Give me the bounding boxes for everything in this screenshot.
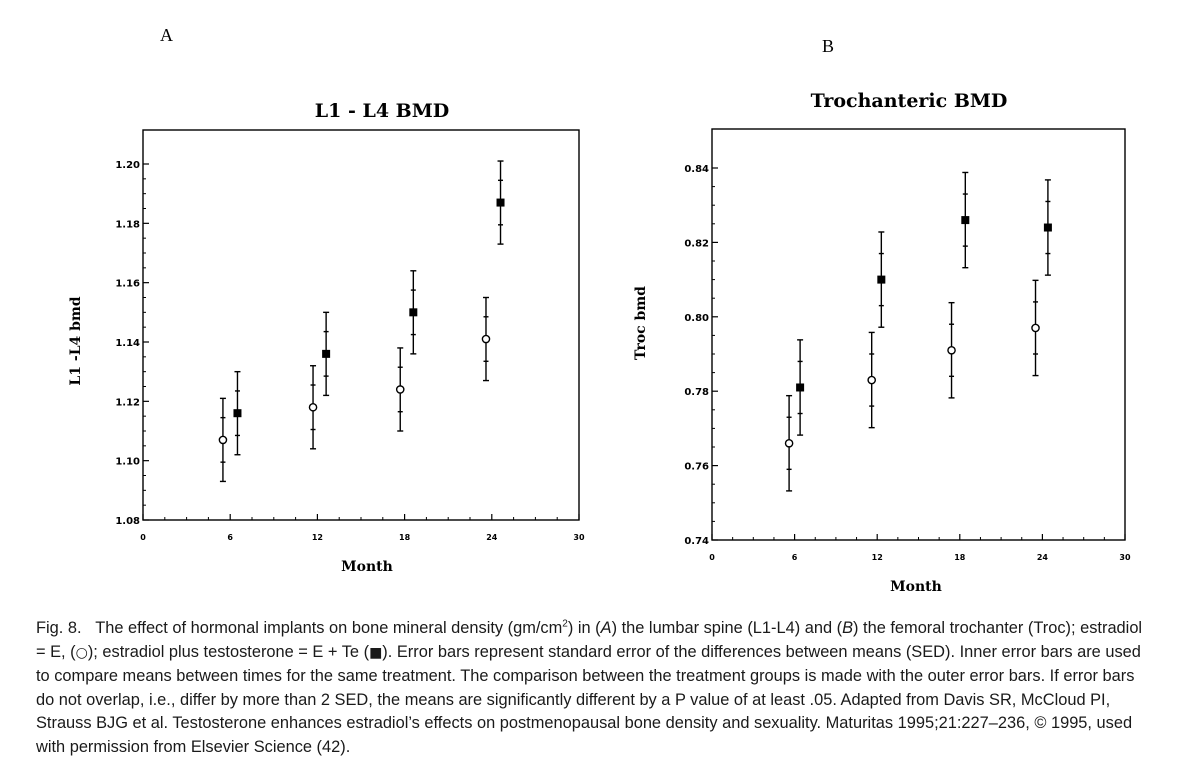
plot-frame-b	[711, 128, 1126, 541]
caption-superscript: 2	[562, 618, 568, 630]
panel-letter-b: B	[822, 36, 834, 56]
data-point-estradiol	[784, 438, 794, 448]
y-tick-label: 1.14	[115, 338, 140, 349]
data-point-estradiol	[218, 435, 228, 445]
chart-panel-a: A L1 - L4 BMD 0 6 12 18 24 30 1.08 1.10 1.12 1.14…	[68, 25, 585, 575]
y-tick-label: 1.18	[115, 219, 140, 230]
data-point-estradiol	[308, 402, 318, 412]
x-tick-label: 12	[312, 533, 323, 542]
caption-label: Fig. 8.	[36, 619, 82, 637]
y-tick-label: 1.12	[115, 397, 140, 408]
x-tick-label: 0	[709, 553, 715, 562]
data-point-estradiol-testosterone	[322, 349, 331, 358]
data-point-estradiol-testosterone	[796, 383, 805, 392]
x-tick-label: 12	[872, 553, 883, 562]
caption-panel-b-ref: B	[842, 619, 854, 637]
data-point-estradiol-testosterone	[409, 308, 418, 317]
plot-frame-a	[142, 129, 580, 521]
figure: A L1 - L4 BMD 0 6 12 18 24 30 1.08 1.10 1.12 1.14…	[68, 25, 1131, 595]
open-circle-symbol: ○	[75, 644, 88, 661]
chart-title-a: L1 - L4 BMD	[315, 100, 449, 122]
data-point-estradiol	[481, 334, 491, 344]
y-tick-label: 1.16	[115, 279, 140, 290]
x-axis-label-b: Month	[890, 579, 942, 595]
x-tick-label: 24	[486, 533, 498, 542]
x-axis-label-a: Month	[341, 559, 393, 575]
chart-title-b: Trochanteric BMD	[811, 90, 1008, 112]
y-tick-label: 0.80	[684, 313, 709, 324]
caption-text-3: ) the lumbar spine (L1-L4) and (	[611, 619, 843, 637]
data-point-estradiol	[867, 375, 876, 385]
caption-text-1: The effect of hormonal implants on bone …	[95, 619, 563, 637]
data-point-estradiol-testosterone	[1043, 223, 1052, 232]
y-tick-label: 0.78	[684, 387, 709, 398]
data-point-estradiol-testosterone	[877, 275, 886, 284]
data-point-estradiol-testosterone	[961, 216, 970, 225]
filled-square-symbol: ■	[369, 644, 383, 661]
x-tick-label: 6	[227, 533, 233, 542]
x-tick-label: 0	[140, 533, 146, 542]
x-tick-label: 30	[573, 533, 585, 542]
figure-caption: Fig. 8. The effect of hormonal implants …	[36, 617, 1156, 759]
y-tick-label: 1.08	[115, 516, 140, 527]
data-point-estradiol-testosterone	[496, 198, 505, 207]
caption-panel-a-ref: A	[600, 619, 612, 637]
chart-panel-b: B Trochanteric BMD 0 6 12 18 24 30 0.74 0.76 0.7…	[633, 36, 1131, 595]
y-tick-label: 0.84	[684, 164, 709, 175]
data-point-estradiol-testosterone	[233, 409, 242, 418]
caption-text-2: ) in (	[567, 619, 601, 637]
data-point-estradiol	[947, 345, 956, 355]
x-tick-label: 18	[954, 553, 966, 562]
y-tick-label: 1.10	[115, 457, 140, 468]
y-axis-label-b: Troc bmd	[633, 286, 649, 360]
y-tick-label: 1.20	[115, 160, 140, 171]
x-tick-label: 6	[792, 553, 798, 562]
y-tick-label: 0.82	[684, 238, 709, 249]
y-axis-label-a: L1 -L4 bmd	[68, 296, 84, 385]
caption-text-4: ) the femoral trochanter (Troc); estradi…	[36, 619, 1143, 661]
x-tick-label: 18	[399, 533, 411, 542]
y-tick-label: 0.76	[684, 462, 709, 473]
caption-text-6: ). Error bars represent standard error o…	[36, 642, 1141, 756]
caption-text-5: ); estradiol plus testosterone = E + Te …	[87, 642, 370, 661]
data-point-estradiol	[395, 385, 405, 394]
y-tick-label: 0.74	[684, 536, 709, 547]
panel-letter-a: A	[160, 25, 173, 45]
data-point-estradiol	[1031, 323, 1040, 333]
x-tick-label: 30	[1119, 553, 1131, 562]
x-tick-label: 24	[1037, 553, 1049, 562]
